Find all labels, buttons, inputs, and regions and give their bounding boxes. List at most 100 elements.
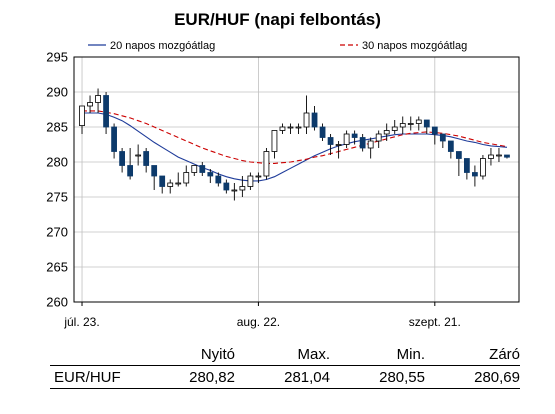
candle [351,130,358,145]
candle [359,134,366,152]
candle [399,116,406,134]
y-tick-label: 275 [46,190,68,205]
candle [415,116,422,131]
candle-body [367,140,374,149]
candle [480,155,486,180]
candle [504,154,510,159]
candle-body [343,133,350,145]
candle-body [111,126,117,152]
y-tick-label: 290 [46,85,68,100]
x-tick-label: szept. 21. [409,315,461,329]
candle [319,123,326,141]
candle-body [383,130,390,135]
candle-body [303,112,310,128]
candle-body [103,95,109,128]
candle [391,120,398,134]
candle-body [239,186,246,191]
candle [119,148,125,173]
candle-body [79,105,85,127]
candle [167,179,174,194]
candle [367,137,374,159]
candle-body [504,154,510,158]
stats-close-value: 280,69 [425,365,520,389]
candle-body [455,151,462,159]
candle [87,95,93,113]
y-tick-label: 280 [46,155,68,170]
legend-label: 30 napos mozgóátlag [362,40,467,52]
stats-table: Nyitó Max. Min. Záró EUR/HUF 280,82 281,… [50,343,520,389]
candle-body [423,119,430,128]
candle-body [496,154,502,157]
candle [271,130,278,159]
candle-body [431,126,438,135]
stats-header-empty [50,343,140,366]
chart-canvas: 260 265 270 275 280 285 290 295 júl. 23. aug. 22.… [46,40,520,330]
chart-title: EUR/HUF (napi felbontás) [174,10,381,29]
candle [215,172,222,187]
candle-body [207,172,214,177]
candle [231,183,238,201]
stats-header-row: Nyitó Max. Min. Záró [50,343,520,366]
candle-body [215,175,222,184]
candle [239,176,246,197]
candle [455,151,462,176]
candle-body [263,151,270,177]
candle-body [359,137,366,149]
candle [335,141,342,159]
candle-body [311,112,318,128]
stats-header-close: Záró [489,345,520,363]
candle-body [119,151,125,166]
candle-body [375,133,382,142]
candle-body [135,154,142,157]
candle [327,134,334,155]
axis-labels: 260 265 270 275 280 285 290 295 júl. 23. aug. 22.… [46,50,461,330]
candle-body [319,126,326,138]
stats-max-value: 281,04 [235,365,330,389]
candle-body [415,119,422,124]
stats-open-value: 280,82 [140,365,235,389]
candle-body [327,137,334,145]
candle [183,165,190,187]
candle [439,133,446,148]
candle [488,148,494,166]
candle [247,172,254,190]
candle-body [463,158,470,173]
candle-body [247,175,254,187]
candle-body [447,140,454,152]
candle [159,175,166,194]
candle [447,140,454,159]
x-tick-label: júl. 23. [63,315,99,329]
y-tick-label: 270 [46,225,68,240]
y-tick-label: 265 [46,260,68,275]
candle [175,172,182,187]
candle [95,88,101,113]
candle-body [167,182,174,187]
candle [472,165,478,187]
candle-body [407,123,414,125]
candle-body [255,175,262,178]
candle-body [480,158,486,177]
candle-body [351,133,358,138]
candle-body [127,165,134,177]
candle-body [159,175,166,187]
legend-label: 20 napos mozgóátlag [110,40,215,52]
candle-body [87,102,93,107]
stats-header-max: Max. [297,345,330,363]
plot-frame [73,56,520,303]
candle-body [335,144,342,146]
candle [407,116,414,131]
candle [135,144,142,166]
candle-body [488,154,494,159]
ma30-line [82,110,508,164]
candle [287,123,294,134]
moving-averages [82,110,508,182]
candle [279,123,286,134]
candle-body [231,189,238,192]
y-tick-label: 285 [46,120,68,135]
candle [263,148,270,180]
candle [199,162,206,176]
candle [463,158,470,180]
ma20-line [82,112,508,182]
stats-data-row: EUR/HUF 280,82 281,04 280,55 280,69 [50,365,520,389]
candle-body [175,182,182,185]
